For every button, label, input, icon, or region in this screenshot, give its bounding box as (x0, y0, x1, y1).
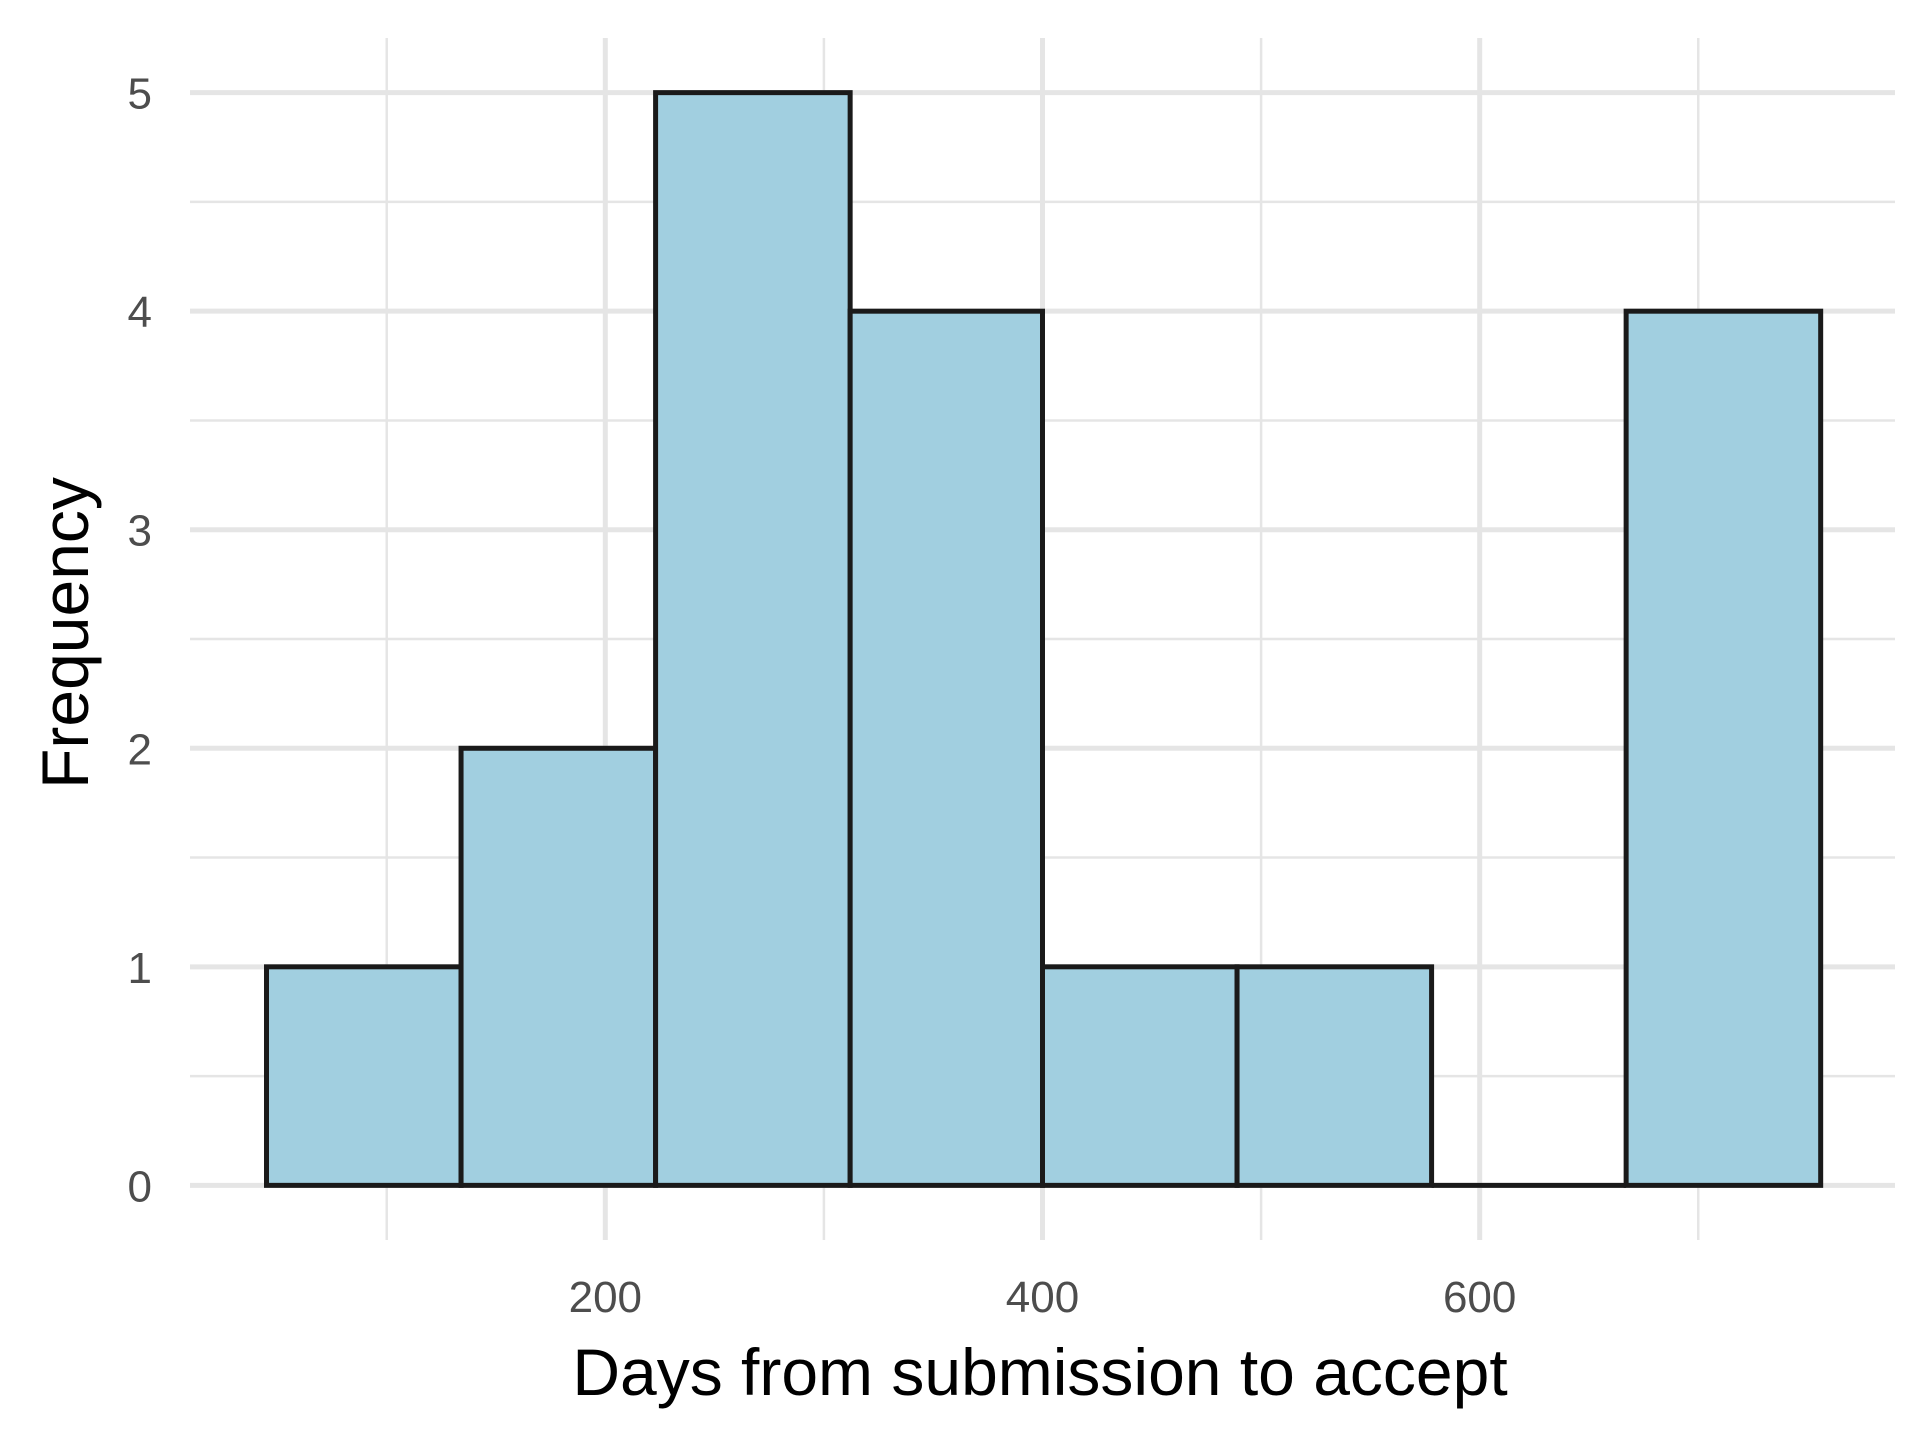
histogram-bar (847, 308, 1046, 1188)
histogram-bar (1234, 964, 1435, 1188)
y-tick-label: 2 (128, 725, 152, 774)
x-tick-label: 600 (1443, 1273, 1516, 1322)
histogram-bars (264, 90, 1824, 1188)
y-axis-title: Frequency (28, 477, 102, 789)
histogram-bar (1623, 308, 1824, 1188)
y-tick-label: 1 (128, 944, 152, 993)
x-tick-label: 200 (569, 1273, 642, 1322)
y-tick-label: 5 (128, 70, 152, 119)
y-tick-labels: 0 1 2 3 4 5 (128, 70, 152, 1212)
histogram-bar (653, 90, 853, 1188)
histogram-bar (1040, 964, 1240, 1188)
x-tick-labels: 200 400 600 (569, 1273, 1517, 1322)
x-tick-label: 400 (1006, 1273, 1079, 1322)
x-axis-title: Days from submission to accept (572, 1335, 1507, 1409)
y-tick-label: 0 (128, 1162, 152, 1211)
y-tick-label: 3 (128, 507, 152, 556)
histogram-bar (264, 964, 464, 1188)
y-tick-label: 4 (128, 288, 152, 337)
histogram-bar (458, 745, 659, 1188)
